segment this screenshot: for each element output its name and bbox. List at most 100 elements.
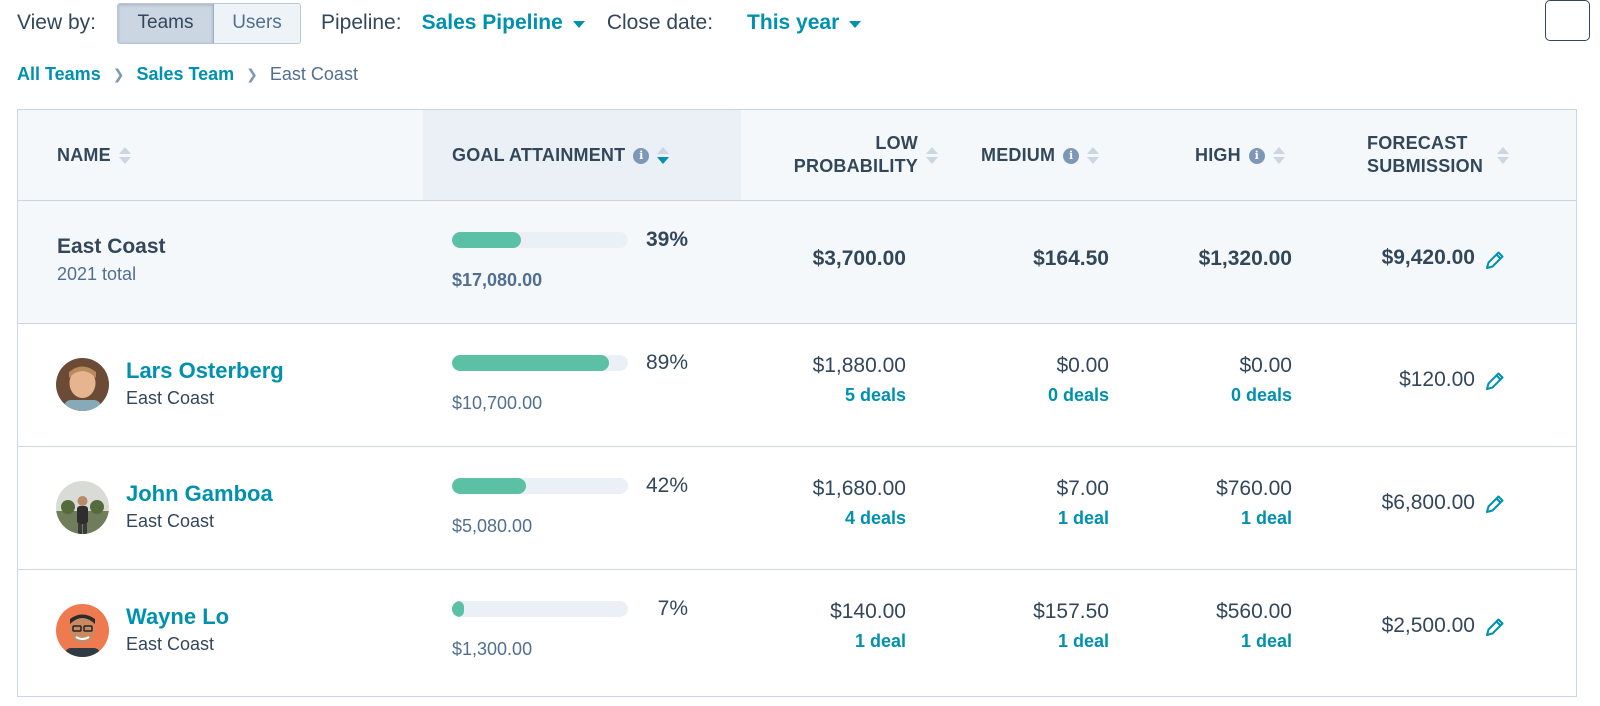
goal-percent: 42% [645, 474, 688, 497]
view-teams-button[interactable]: Teams [118, 3, 214, 43]
high-amount: $0.00 [1239, 354, 1292, 377]
column-header-label: PROBABILITY [793, 156, 918, 176]
medium-deals-link[interactable]: 1 deal [1057, 508, 1109, 528]
column-header-label: FORECAST [1367, 133, 1468, 153]
forecast-table: NAME GOAL ATTAINMENT i LOW PROBABILITY M… [17, 109, 1577, 697]
sort-icon [1272, 147, 1285, 164]
sort-icon [926, 146, 938, 164]
low-probability-amount: $1,880.00 [812, 354, 906, 377]
breadcrumb-current: East Coast [269, 64, 358, 84]
low-probability-amount: $1,680.00 [812, 477, 906, 500]
column-header-name[interactable]: NAME [57, 144, 131, 167]
medium-deals-link[interactable]: 0 deals [1047, 385, 1109, 405]
rep-team: East Coast [126, 388, 215, 408]
goal-amount: $10,700.00 [452, 393, 543, 413]
pipeline-label: Pipeline: [321, 11, 402, 34]
high-deals-link[interactable]: 1 deal [1240, 631, 1292, 651]
forecast-submission-amount: $6,800.00 [1381, 491, 1475, 514]
low-probability-amount: $3,700.00 [812, 247, 906, 270]
chevron-down-icon [849, 20, 862, 28]
goal-amount: $5,080.00 [452, 516, 533, 536]
column-header-high[interactable]: HIGH i [1195, 144, 1285, 167]
avatar [56, 481, 109, 534]
low-probability-amount: $140.00 [830, 600, 906, 623]
view-users-button[interactable]: Users [214, 3, 300, 43]
low-probability-deals-link[interactable]: 5 deals [844, 385, 906, 405]
close-date-value: This year [747, 11, 840, 34]
goal-percent: 39% [645, 228, 688, 251]
corner-button[interactable] [1545, 0, 1590, 41]
info-icon[interactable]: i [1248, 147, 1265, 164]
column-header-label: HIGH [1195, 145, 1241, 165]
rep-team: East Coast [126, 634, 215, 654]
column-header-low-probability[interactable]: LOW PROBABILITY [738, 132, 938, 178]
goal-progress-bar [452, 355, 628, 371]
view-by-toggle: Teams Users [117, 2, 301, 44]
breadcrumb: All Teams ❯ Sales Team ❯ East Coast [17, 64, 358, 85]
edit-pencil-icon[interactable] [1484, 616, 1506, 643]
medium-amount: $157.50 [1033, 600, 1109, 623]
pipeline-dropdown[interactable]: Sales Pipeline [422, 11, 585, 35]
sort-descending-icon [657, 147, 670, 164]
pipeline-value: Sales Pipeline [421, 11, 563, 34]
rep-name-link[interactable]: Lars Osterberg [126, 358, 284, 383]
table-row: Lars Osterberg East Coast 89% $10,700.00… [18, 324, 1576, 447]
medium-deals-link[interactable]: 1 deal [1057, 631, 1109, 651]
goal-percent: 89% [645, 351, 688, 374]
medium-amount: $164.50 [1033, 247, 1109, 270]
rep-name-link[interactable]: Wayne Lo [126, 604, 230, 629]
high-amount: $560.00 [1216, 600, 1292, 623]
team-subtitle: 2021 total [57, 264, 137, 284]
high-deals-link[interactable]: 1 deal [1240, 508, 1292, 528]
breadcrumb-all-teams[interactable]: All Teams [17, 64, 101, 84]
rep-team: East Coast [126, 511, 215, 531]
forecast-submission-amount: $120.00 [1399, 368, 1475, 391]
table-header: NAME GOAL ATTAINMENT i LOW PROBABILITY M… [18, 110, 1576, 201]
table-row: Wayne Lo East Coast 7% $1,300.00 $140.00… [18, 570, 1576, 693]
view-by-label: View by: [17, 11, 96, 34]
column-header-label: SUBMISSION [1367, 156, 1484, 176]
chevron-right-icon: ❯ [112, 66, 125, 82]
medium-amount: $0.00 [1056, 354, 1109, 377]
toolbar: View by: Teams Users Pipeline: Sales Pip… [17, 2, 862, 44]
goal-column-highlight [423, 110, 741, 200]
chevron-down-icon [572, 20, 585, 28]
column-header-label: NAME [57, 145, 111, 165]
rep-name-link[interactable]: John Gamboa [126, 481, 273, 506]
close-date-label: Close date: [606, 11, 714, 34]
breadcrumb-sales-team[interactable]: Sales Team [136, 64, 235, 84]
column-header-forecast-submission[interactable]: FORECAST SUBMISSION [1367, 132, 1510, 178]
chevron-right-icon: ❯ [246, 66, 258, 82]
goal-amount: $17,080.00 [452, 270, 543, 290]
low-probability-deals-link[interactable]: 4 deals [844, 508, 906, 528]
edit-pencil-icon[interactable] [1484, 370, 1506, 397]
team-name: East Coast [57, 235, 166, 258]
column-header-label: LOW [875, 133, 918, 153]
goal-progress-bar [452, 232, 628, 248]
info-icon[interactable]: i [633, 147, 650, 164]
avatar [56, 358, 109, 411]
edit-pencil-icon[interactable] [1484, 249, 1506, 276]
low-probability-deals-link[interactable]: 1 deal [854, 631, 906, 651]
medium-amount: $7.00 [1056, 477, 1109, 500]
column-header-label: MEDIUM [981, 145, 1056, 165]
column-header-goal-attainment[interactable]: GOAL ATTAINMENT i [452, 144, 670, 167]
column-header-label: GOAL ATTAINMENT [452, 145, 626, 165]
goal-progress-bar [452, 601, 628, 617]
sort-icon [1497, 146, 1510, 164]
forecast-submission-amount: $2,500.00 [1381, 614, 1475, 637]
forecast-submission-amount: $9,420.00 [1381, 246, 1475, 269]
high-amount: $1,320.00 [1198, 247, 1292, 270]
table-row: John Gamboa East Coast 42% $5,080.00 $1,… [18, 447, 1576, 570]
column-header-medium[interactable]: MEDIUM i [981, 144, 1100, 167]
avatar [56, 604, 109, 657]
close-date-dropdown[interactable]: This year [747, 11, 862, 35]
goal-percent: 7% [657, 597, 688, 620]
info-icon[interactable]: i [1063, 147, 1080, 164]
team-total-row: East Coast 2021 total 39% $17,080.00 $3,… [18, 201, 1576, 324]
sort-icon [1087, 147, 1100, 164]
edit-pencil-icon[interactable] [1484, 493, 1506, 520]
high-deals-link[interactable]: 0 deals [1230, 385, 1292, 405]
goal-progress-bar [452, 478, 628, 494]
high-amount: $760.00 [1216, 477, 1292, 500]
